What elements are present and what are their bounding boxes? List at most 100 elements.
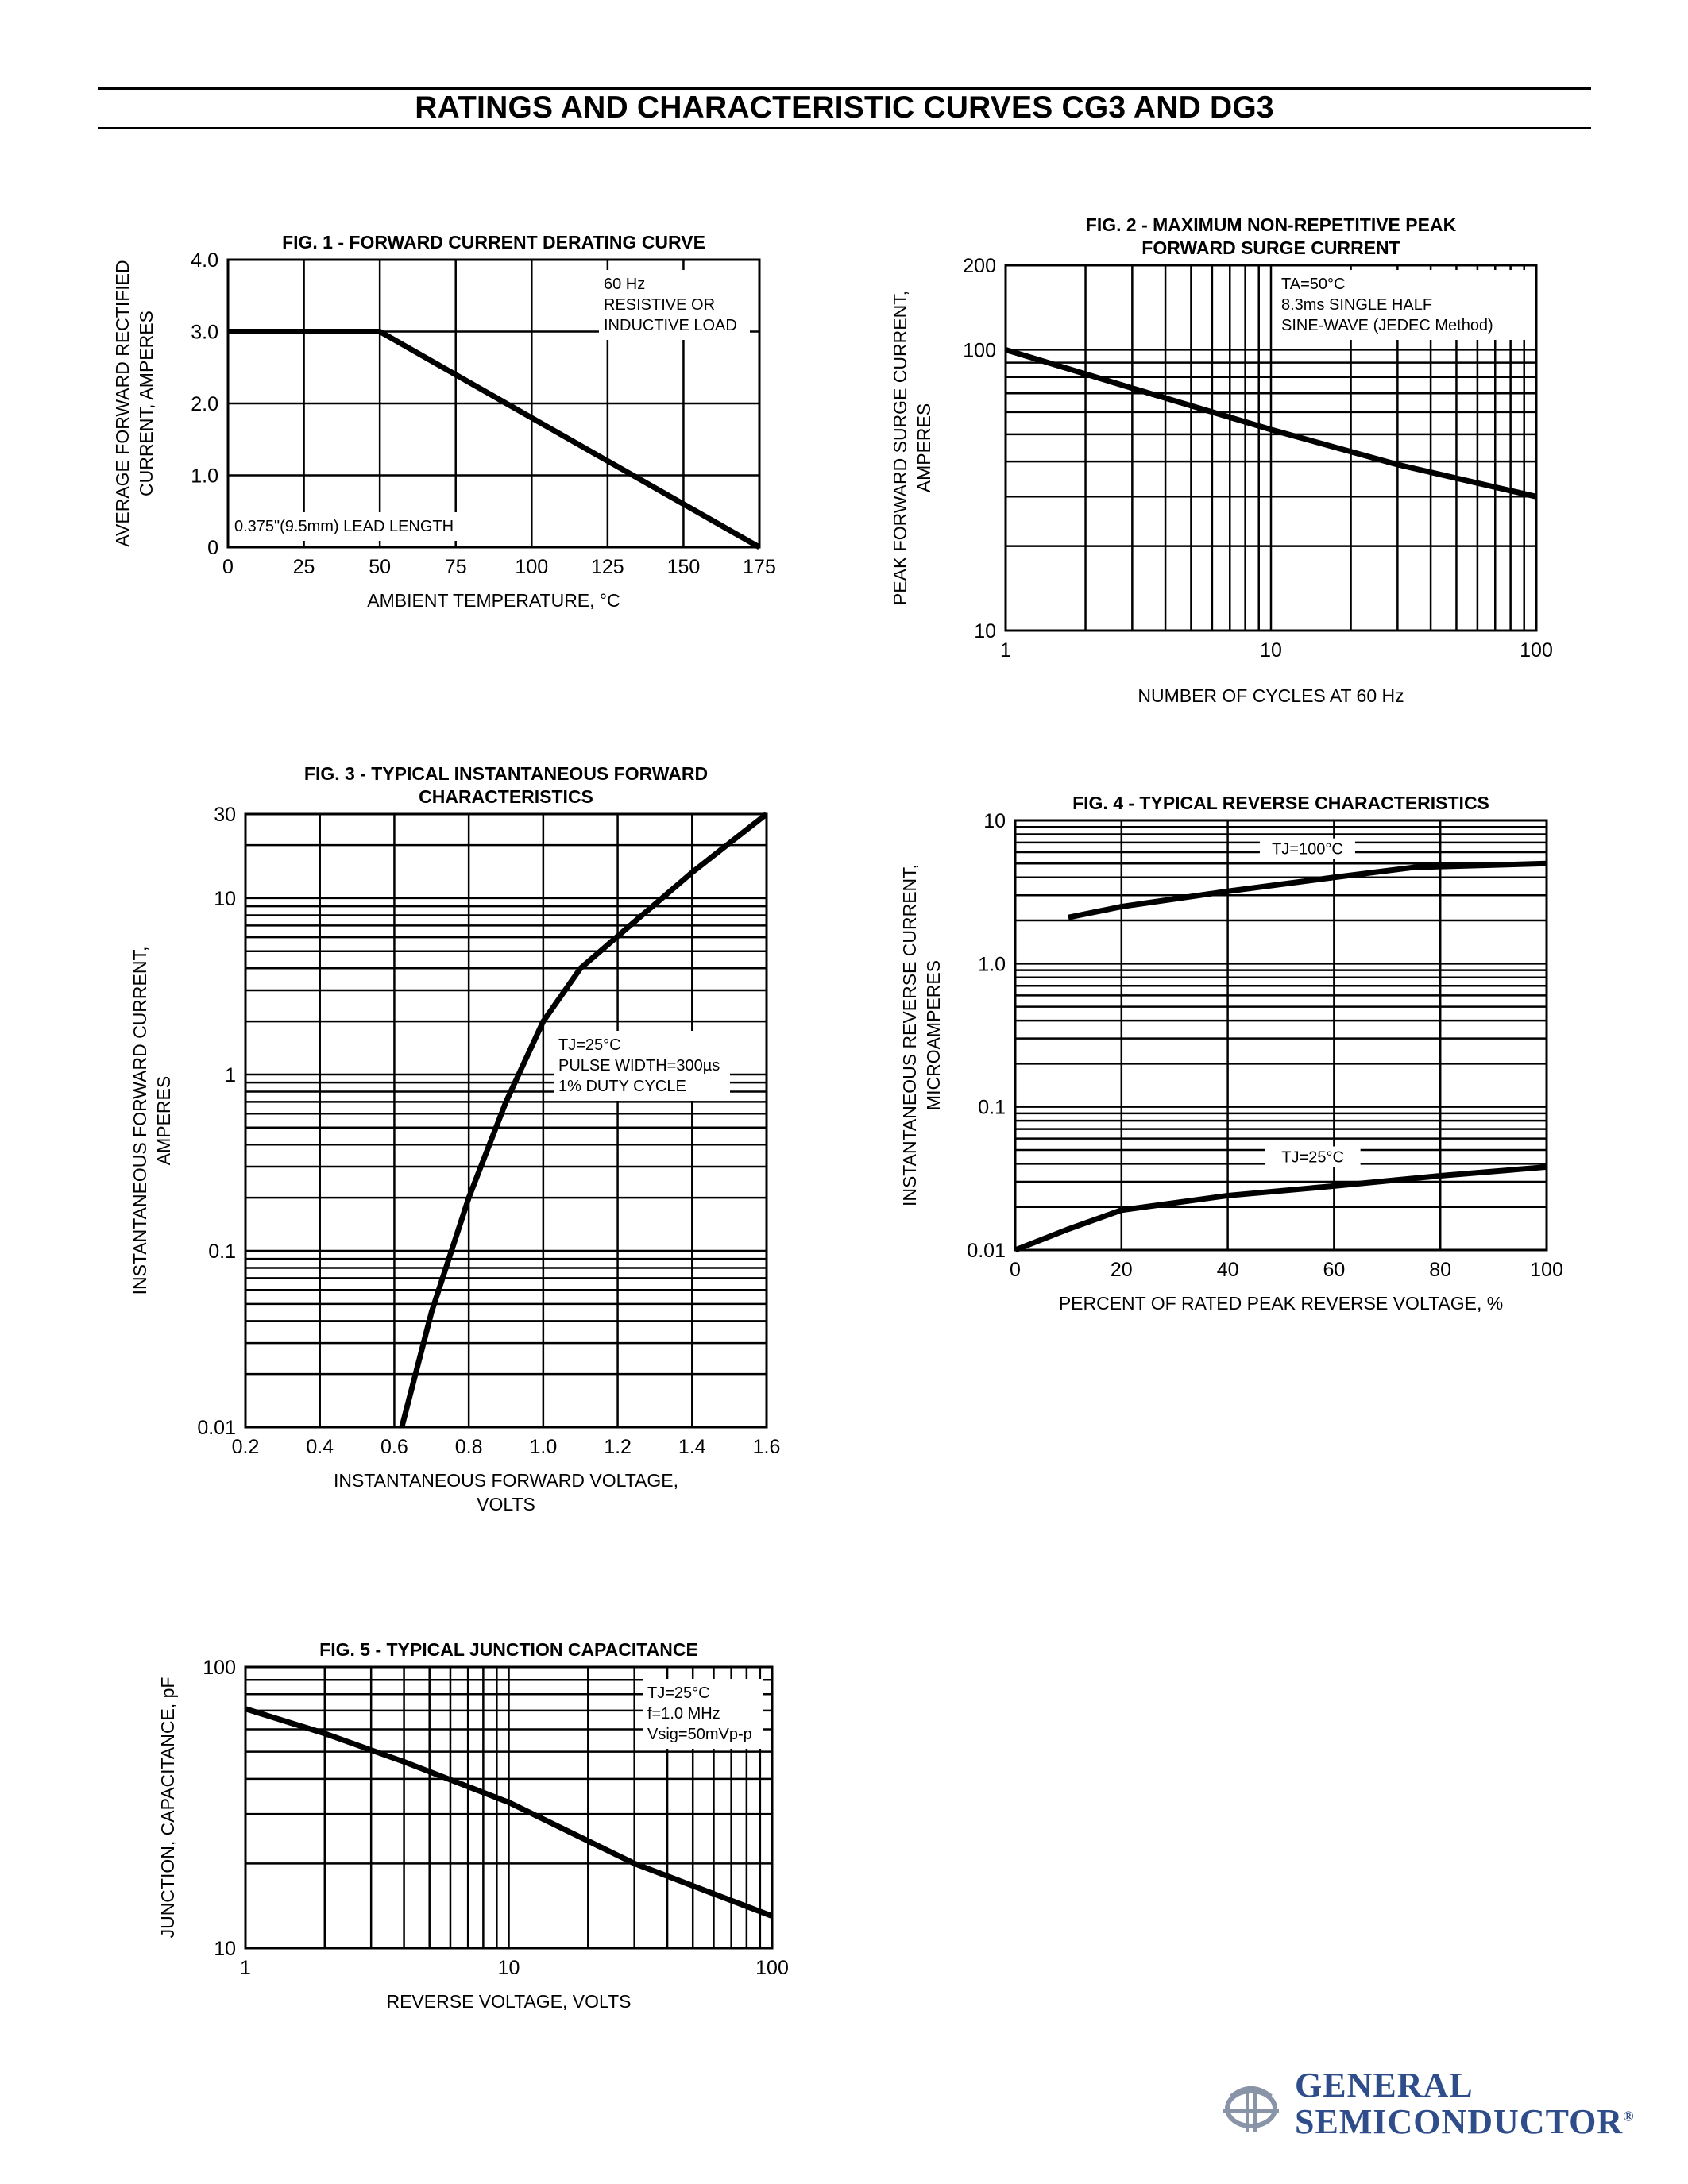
chart-title: FIG. 4 - TYPICAL REVERSE CHARACTERISTICS [1072,793,1489,813]
x-axis-label: INSTANTANEOUS FORWARD VOLTAGE, [334,1470,678,1491]
y-tick-label: 100 [963,339,996,361]
series-line [1068,860,1547,920]
plot-frame [1014,819,1548,1252]
fig1-chart: 0 25 50 75 100 125 150 175 0 1.0 2.0 3.0 4.0 FIG. 1 -… [112,232,776,611]
y-tick-label: 10 [214,1938,236,1960]
x-tick-label: 1 [1000,639,1011,662]
annotation-box [643,1679,763,1749]
x-axis-label: NUMBER OF CYCLES AT 60 Hz [1138,685,1404,706]
x-tick-label: 10 [1260,639,1282,662]
x-tick-label: 50 [369,556,391,578]
x-tick-label: 1.0 [529,1436,557,1458]
annotation-box [599,270,750,340]
plot-frame [226,258,761,549]
x-tick-label: 25 [293,556,315,578]
x-tick-label: 0 [1010,1259,1021,1281]
y-tick-label: 0.01 [967,1240,1006,1262]
y-tick-label: 10 [214,888,236,910]
plot-frame [244,1665,774,1950]
y-tick-label: 200 [963,255,996,277]
y-tick-label: 0.1 [978,1097,1006,1119]
y-tick-label: 1 [225,1064,236,1086]
x-axis-label: REVERSE VOLTAGE, VOLTS [386,1991,631,2012]
series-line [1004,347,1537,500]
title-rule [98,127,1591,129]
x-tick-label: 125 [591,556,624,578]
brand-name-line1: GENERAL [1295,2066,1474,2105]
x-tick-label: 0 [222,556,234,578]
annotation-text: TJ=25°C [647,1684,710,1702]
y-tick-label: 0.1 [208,1241,236,1263]
series-label: TJ=100°C [1272,841,1343,859]
gs-logo-icon [1223,2086,1279,2132]
series-line [1014,1163,1547,1253]
brand-name-text: SEMICONDUCTOR [1295,2102,1624,2141]
series-line [228,329,761,550]
y-tick-label: 10 [974,620,996,642]
plot-frame [244,812,768,1429]
y-tick-label: 100 [203,1657,236,1679]
x-tick-label: 0.6 [380,1436,408,1458]
annotation-text: f=1.0 MHz [647,1705,720,1723]
y-axis-label: AMPERES [914,403,934,492]
annotation-box [554,1031,730,1101]
chart-title: FIG. 2 - MAXIMUM NON-REPETITIVE PEAK [1086,214,1457,235]
annotation-text: 8.3ms SINGLE HALF [1281,296,1432,314]
y-axis-label: CURRENT, AMPERES [136,311,156,496]
series-label: TJ=25°C [1281,1148,1344,1166]
top-rule [98,87,1591,90]
annotation-text: INDUCTIVE LOAD [604,317,737,334]
x-tick-label: 100 [755,1957,789,1979]
plot-frame [1004,264,1538,632]
registered-mark: ® [1623,2108,1635,2124]
x-tick-label: 10 [498,1957,520,1979]
chart-title: FIG. 3 - TYPICAL INSTANTANEOUS FORWARD [304,763,708,784]
y-tick-label: 0 [207,537,218,559]
brand-name-line2: SEMICONDUCTOR® [1295,2101,1635,2142]
x-tick-label: 60 [1323,1259,1345,1281]
y-axis-label: INSTANTANEOUS FORWARD CURRENT, [129,947,150,1295]
series-line [244,1706,774,1919]
y-axis-label: MICROAMPERES [923,960,944,1110]
fig3-chart: 0.2 0.4 0.6 0.8 1.0 1.2 1.4 1.6 0.01 0.1 1 10 30 FIG.… [129,763,780,1515]
y-tick-label: 0.01 [197,1417,236,1439]
x-axis-label: VOLTS [477,1494,535,1515]
x-tick-label: 40 [1217,1259,1239,1281]
annotation-box [1277,270,1528,340]
x-tick-label: 75 [445,556,467,578]
x-tick-label: 1.4 [678,1436,706,1458]
x-tick-label: 100 [1520,639,1553,662]
y-tick-label: 2.0 [191,393,218,415]
x-tick-label: 0.4 [306,1436,334,1458]
annotation-text: 1% DUTY CYCLE [558,1078,686,1095]
y-tick-label: 1.0 [978,953,1006,975]
y-tick-label: 1.0 [191,465,218,488]
annotation-text: Vsig=50mVp-p [647,1726,752,1743]
y-axis-label: INSTANTANEOUS REVERSE CURRENT, [899,864,920,1206]
chart-title: FIG. 1 - FORWARD CURRENT DERATING CURVE [282,232,705,253]
x-tick-label: 0.2 [232,1436,260,1458]
chart-title: CHARACTERISTICS [419,786,593,807]
x-axis-label: AMBIENT TEMPERATURE, °C [367,590,620,611]
x-tick-label: 80 [1429,1259,1451,1281]
annotation-text: PULSE WIDTH=300µs [558,1057,720,1075]
annotation-text: SINE-WAVE (JEDEC Method) [1281,317,1493,334]
page-title: RATINGS AND CHARACTERISTIC CURVES CG3 AN… [415,91,1274,125]
series-line [399,812,769,1428]
x-tick-label: 0.8 [455,1436,483,1458]
y-axis-label: JUNCTION, CAPACITANCE, pF [157,1677,178,1939]
x-tick-label: 100 [1530,1259,1563,1281]
y-axis-label: AVERAGE FORWARD RECTIFIED [112,260,133,546]
series-label-bg [1265,1146,1361,1167]
annotation-text: TJ=25°C [558,1036,621,1054]
x-tick-label: 1.2 [604,1436,632,1458]
y-axis-label: PEAK FORWARD SURGE CURRENT, [890,291,910,605]
chart-title: FIG. 5 - TYPICAL JUNCTION CAPACITANCE [319,1639,698,1660]
series-label-bg [1259,838,1355,859]
x-tick-label: 20 [1111,1259,1133,1281]
annotation-text: RESISTIVE OR [604,296,715,314]
y-tick-label: 4.0 [191,249,218,272]
